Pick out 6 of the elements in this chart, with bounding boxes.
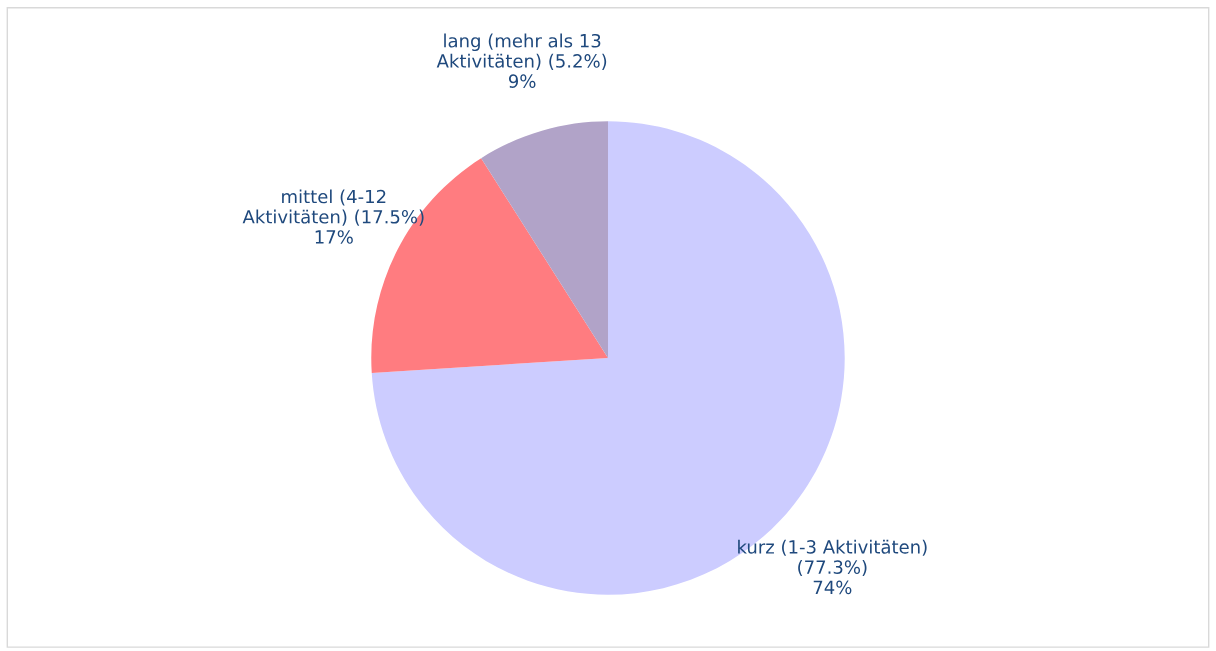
slice-label: lang (mehr als 13 Aktivitäten) (5.2%) — [436, 33, 607, 70]
data-label: 74% — [813, 580, 852, 595]
slice-label: kurz (1-3 Aktivitäten) (77.3%) — [738, 539, 927, 577]
data-label: 17% — [315, 230, 353, 244]
data-label: 9% — [508, 74, 536, 88]
pie-slice — [481, 121, 608, 359]
